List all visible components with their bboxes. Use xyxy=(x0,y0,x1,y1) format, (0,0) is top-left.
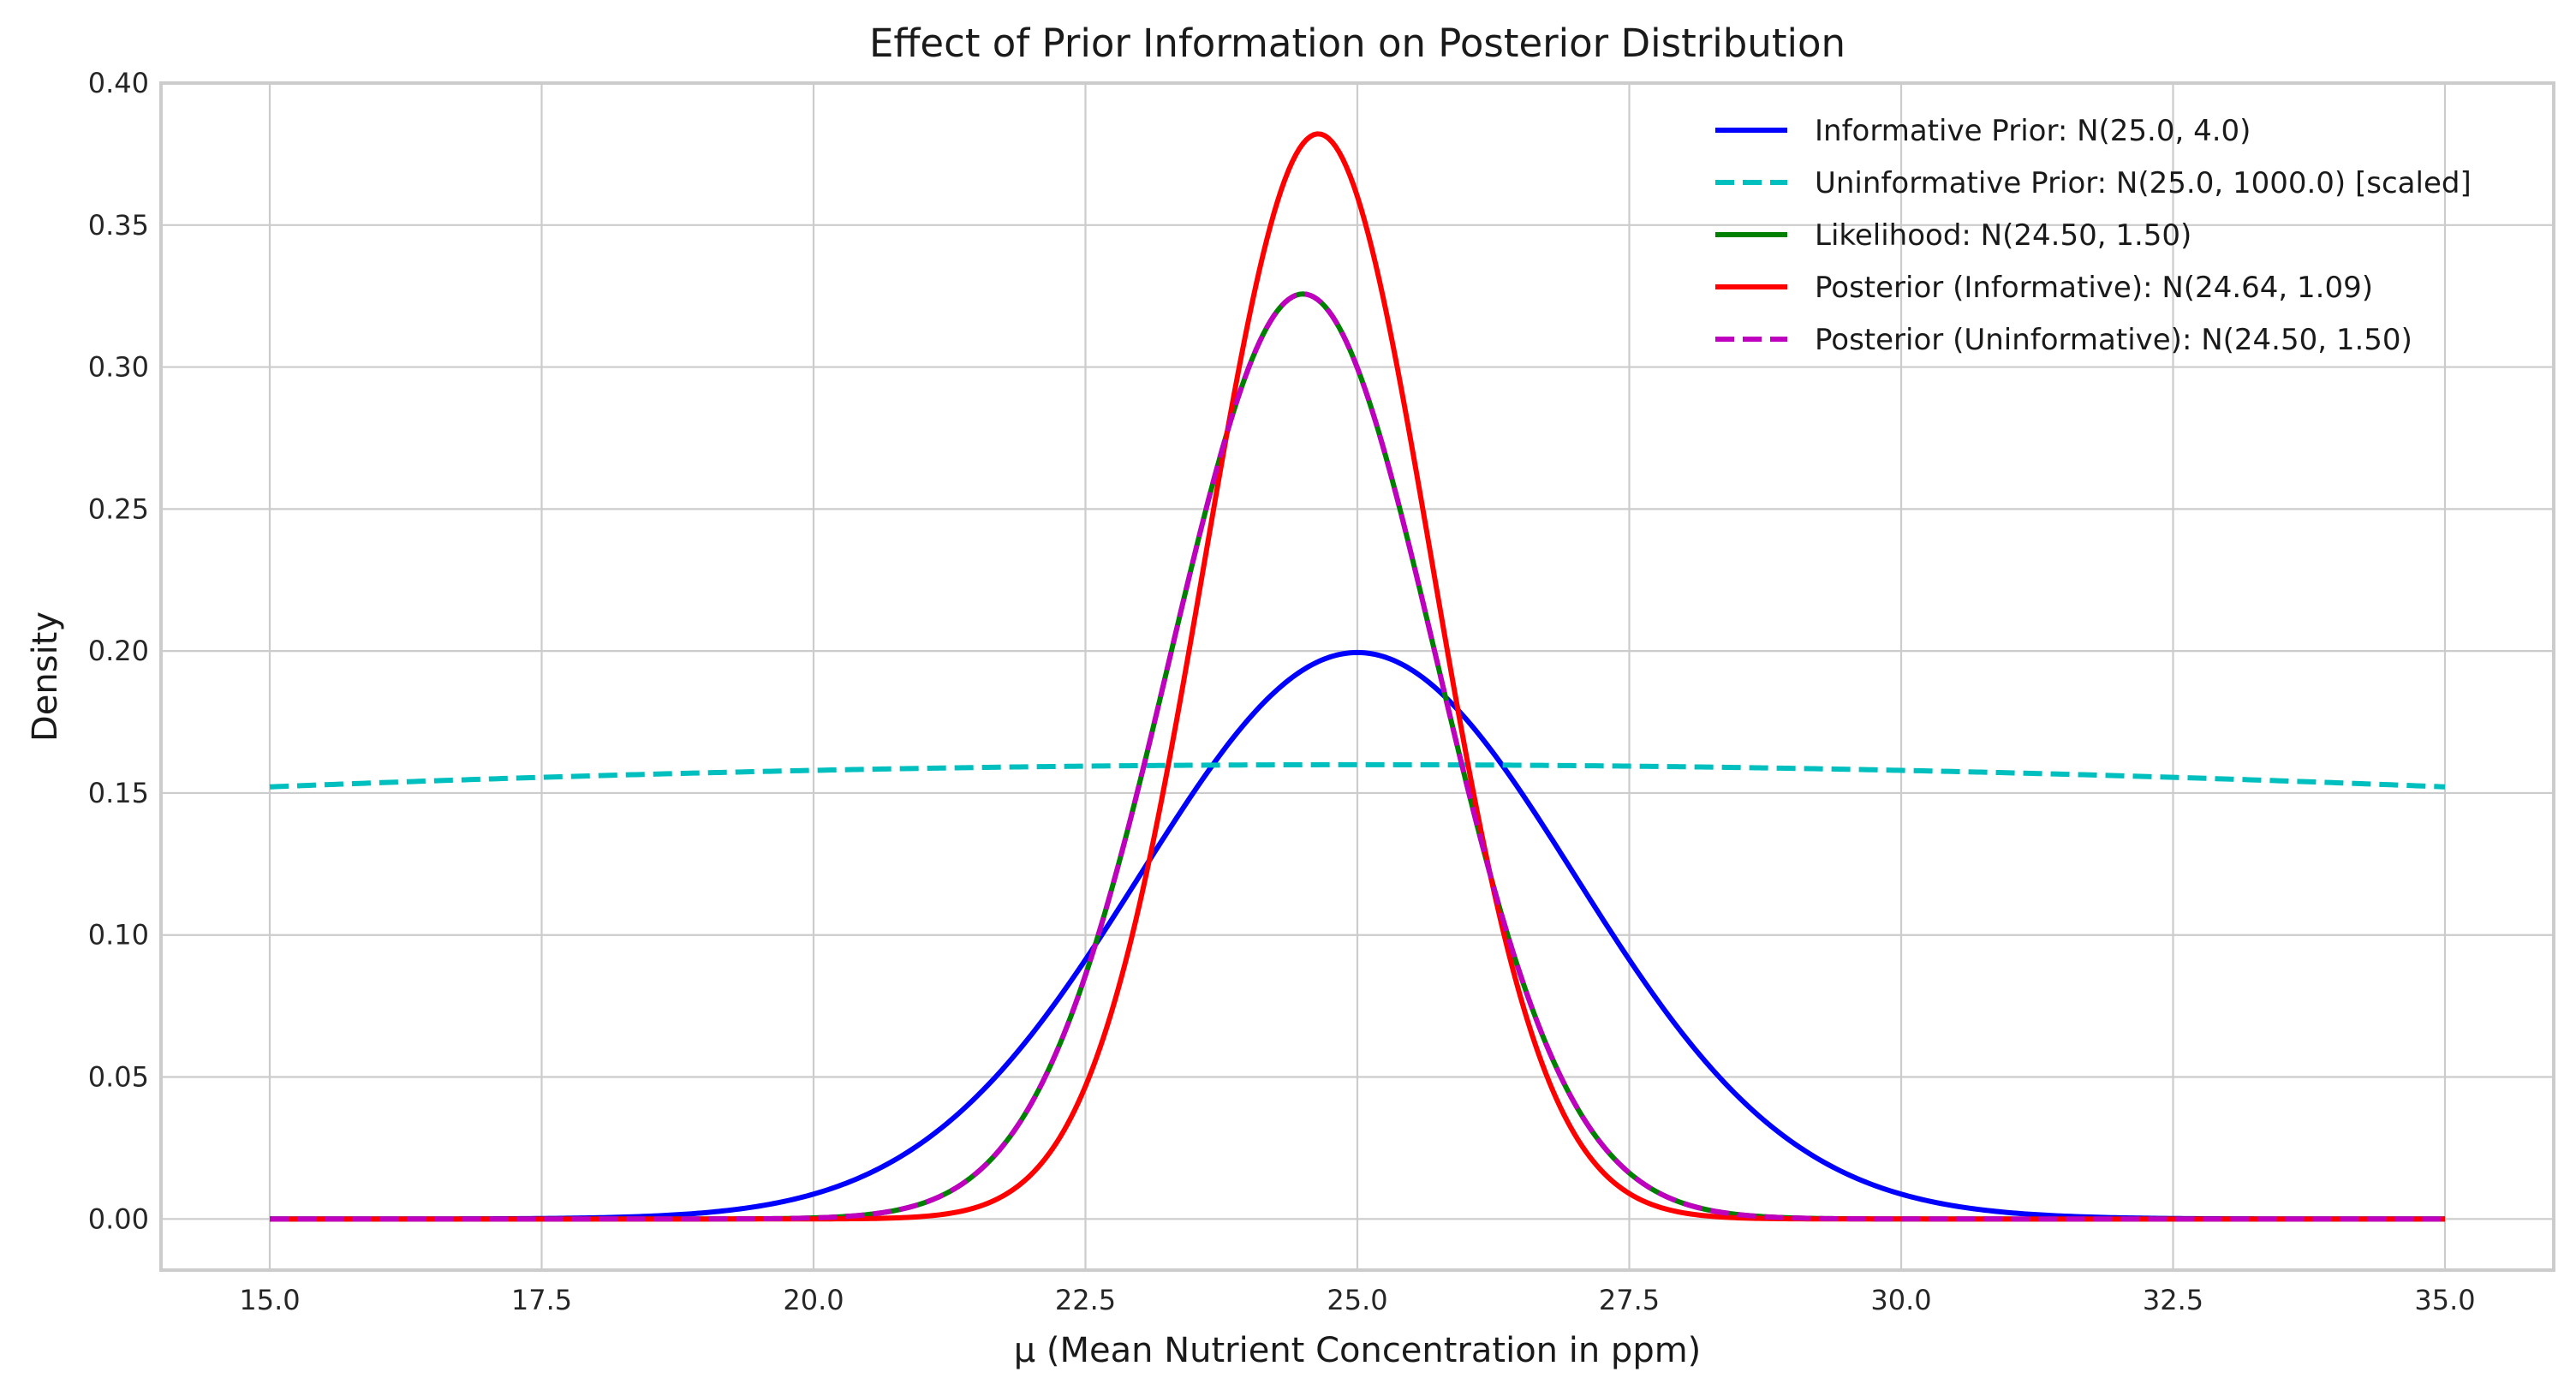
x-axis-label: μ (Mean Nutrient Concentration in ppm) xyxy=(1014,1331,1702,1370)
x-tick-label: 32.5 xyxy=(2143,1284,2203,1316)
y-axis-label: Density xyxy=(26,611,65,742)
chart-title: Effect of Prior Information on Posterior… xyxy=(869,21,1846,66)
x-tick-label: 22.5 xyxy=(1055,1284,1116,1316)
y-tick-label: 0.25 xyxy=(88,492,149,525)
plot-area xyxy=(269,131,2446,1222)
y-tick-label: 0.05 xyxy=(88,1061,149,1094)
y-tick-label: 0.20 xyxy=(88,635,149,667)
y-tick-label: 0.15 xyxy=(88,777,149,809)
plot-frame xyxy=(159,81,2555,1272)
legend-entry: Posterior (Informative): N(24.64, 1.09) xyxy=(1815,271,2373,305)
y-tick-label: 0.00 xyxy=(88,1202,149,1235)
legend-entry: Informative Prior: N(25.0, 4.0) xyxy=(1815,114,2251,148)
x-axis: 15.0 17.5 20.0 22.5 25.0 27.5 30.0 32.5 35.0 xyxy=(239,1284,2475,1316)
x-tick-label: 15.0 xyxy=(239,1284,300,1316)
series-line xyxy=(269,761,2446,790)
y-axis: 0.00 0.05 0.10 0.15 0.20 0.25 0.30 0.35 0.40 xyxy=(88,67,149,1235)
x-tick-label: 27.5 xyxy=(1599,1284,1660,1316)
x-tick-label: 17.5 xyxy=(511,1284,572,1316)
legend-entry: Likelihood: N(24.50, 1.50) xyxy=(1815,218,2191,253)
x-tick-label: 25.0 xyxy=(1327,1284,1387,1316)
x-tick-label: 35.0 xyxy=(2414,1284,2475,1316)
y-tick-label: 0.30 xyxy=(88,351,149,384)
legend-entry: Posterior (Uninformative): N(24.50, 1.50… xyxy=(1815,323,2412,357)
x-tick-label: 30.0 xyxy=(1870,1284,1931,1316)
y-tick-label: 0.40 xyxy=(88,67,149,99)
legend-entry: Uninformative Prior: N(25.0, 1000.0) [sc… xyxy=(1815,166,2472,200)
y-tick-label: 0.10 xyxy=(88,919,149,952)
y-tick-label: 0.35 xyxy=(88,209,149,242)
legend: Informative Prior: N(25.0, 4.0) Uninforma… xyxy=(1715,114,2472,357)
x-tick-label: 20.0 xyxy=(783,1284,844,1316)
grid xyxy=(161,81,2554,1270)
series-line xyxy=(270,291,2445,1222)
